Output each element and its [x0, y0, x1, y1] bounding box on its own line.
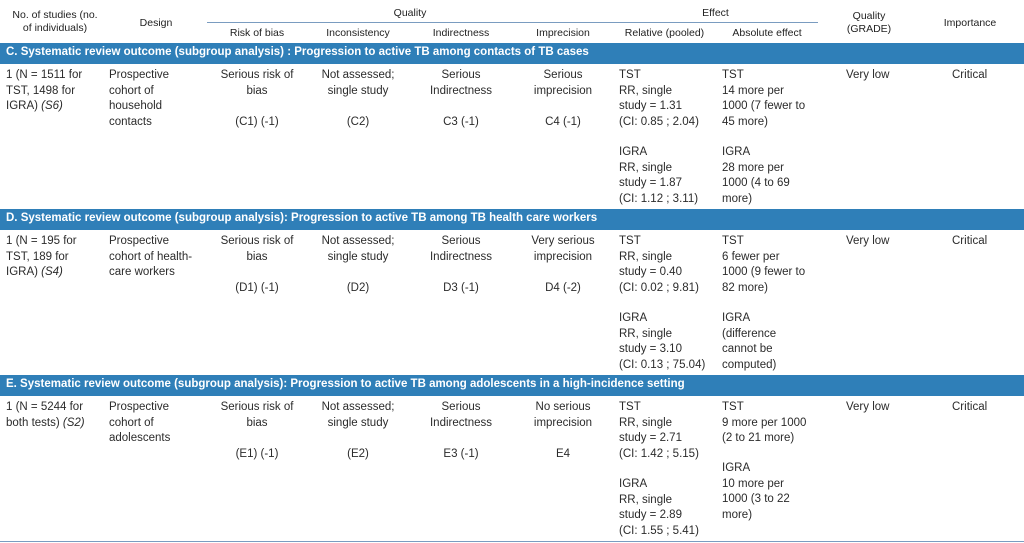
cell-importance: Critical	[952, 69, 988, 81]
header-absolute: Absolute effect	[732, 27, 802, 39]
cell-risk-of-bias: Serious risk of bias	[220, 401, 294, 429]
cell-imprecision: Very serious imprecision	[531, 235, 595, 263]
cell-studies: 1 (N = 1511 for TST, 1498 for IGRA) (S6)	[6, 69, 83, 112]
cell-indirectness: Serious Indirectness	[429, 69, 492, 97]
cell-relative-tst: TST RR, single study = 2.71 (CI: 1.42 ; …	[619, 401, 699, 460]
cell-absolute-tst: TST 14 more per 1000 (7 fewer to 45 more…	[722, 69, 806, 128]
quality-divider	[207, 22, 613, 23]
effect-divider	[613, 22, 818, 23]
header-effect: Effect	[702, 7, 729, 19]
cell-absolute-igra: IGRA 10 more per 1000 (3 to 22 more)	[722, 462, 790, 521]
cell-risk-of-bias: Serious risk of bias	[220, 69, 294, 97]
cell-inconsistency-code: (C2)	[346, 116, 370, 128]
cell-design: Prospective cohort of adolescents	[109, 401, 171, 444]
cell-design: Prospective cohort of household contacts	[109, 69, 170, 128]
cell-indirectness-code: E3 (-1)	[443, 448, 479, 460]
cell-relative-igra: IGRA RR, single study = 3.10 (CI: 0.13 ;…	[619, 312, 706, 371]
cell-indirectness: Serious Indirectness	[429, 401, 492, 429]
cell-imprecision-code: C4 (-1)	[545, 116, 581, 128]
table-bottom-rule	[0, 541, 1024, 542]
cell-inconsistency-code: (E2)	[347, 448, 369, 460]
cell-indirectness-code: D3 (-1)	[443, 282, 479, 294]
cell-imprecision-code: D4 (-2)	[545, 282, 581, 294]
header-indirectness: Indirectness	[432, 27, 490, 39]
cell-inconsistency: Not assessed; single study	[321, 69, 395, 97]
header-inconsistency: Inconsistency	[326, 27, 390, 39]
cell-importance: Critical	[952, 401, 988, 413]
cell-grade: Very low	[846, 401, 890, 413]
cell-relative-igra: IGRA RR, single study = 1.87 (CI: 1.12 ;…	[619, 146, 699, 205]
cell-relative-tst: TST RR, single study = 0.40 (CI: 0.02 ; …	[619, 235, 699, 294]
section-banner: C. Systematic review outcome (subgroup a…	[0, 43, 1024, 64]
cell-importance: Critical	[952, 235, 988, 247]
cell-grade: Very low	[846, 69, 890, 81]
header-design: Design	[139, 17, 173, 29]
header-imprecision: Imprecision	[536, 27, 590, 39]
cell-imprecision: Serious imprecision	[533, 69, 593, 97]
cell-studies: 1 (N = 5244 for both tests) (S2)	[6, 401, 85, 429]
cell-inconsistency: Not assessed; single study	[321, 235, 395, 263]
header-studies: No. of studies (no. of individuals)	[12, 9, 98, 34]
cell-grade: Very low	[846, 235, 890, 247]
cell-inconsistency: Not assessed; single study	[321, 401, 395, 429]
header-quality: Quality	[393, 7, 427, 19]
cell-relative-igra: IGRA RR, single study = 2.89 (CI: 1.55 ;…	[619, 478, 699, 537]
cell-imprecision: No serious imprecision	[533, 401, 593, 429]
header-relative: Relative (pooled)	[624, 27, 705, 39]
section-banner: E. Systematic review outcome (subgroup a…	[0, 375, 1024, 396]
cell-indirectness-code: C3 (-1)	[443, 116, 479, 128]
cell-risk-of-bias: Serious risk of bias	[220, 235, 294, 263]
cell-inconsistency-code: (D2)	[346, 282, 370, 294]
header-importance: Importance	[943, 17, 997, 29]
cell-absolute-igra: IGRA 28 more per 1000 (4 to 69 more)	[722, 146, 790, 205]
section-banner: D. Systematic review outcome (subgroup a…	[0, 209, 1024, 230]
cell-indirectness: Serious Indirectness	[429, 235, 492, 263]
header-grade: Quality (GRADE)	[846, 10, 892, 35]
cell-relative-tst: TST RR, single study = 1.31 (CI: 0.85 ; …	[619, 69, 699, 128]
cell-design: Prospective cohort of health- care worke…	[109, 235, 193, 278]
cell-studies: 1 (N = 195 for TST, 189 for IGRA) (S4)	[6, 235, 77, 278]
cell-risk-code: (C1) (-1)	[235, 116, 279, 128]
cell-risk-code: (D1) (-1)	[235, 282, 279, 294]
cell-absolute-igra: IGRA (difference cannot be computed)	[722, 312, 777, 371]
cell-absolute-tst: TST 6 fewer per 1000 (9 fewer to 82 more…	[722, 235, 806, 294]
header-risk-of-bias: Risk of bias	[229, 27, 285, 39]
cell-imprecision-code: E4	[555, 448, 571, 460]
cell-absolute-tst: TST 9 more per 1000 (2 to 21 more)	[722, 401, 807, 444]
cell-risk-code: (E1) (-1)	[235, 448, 279, 460]
